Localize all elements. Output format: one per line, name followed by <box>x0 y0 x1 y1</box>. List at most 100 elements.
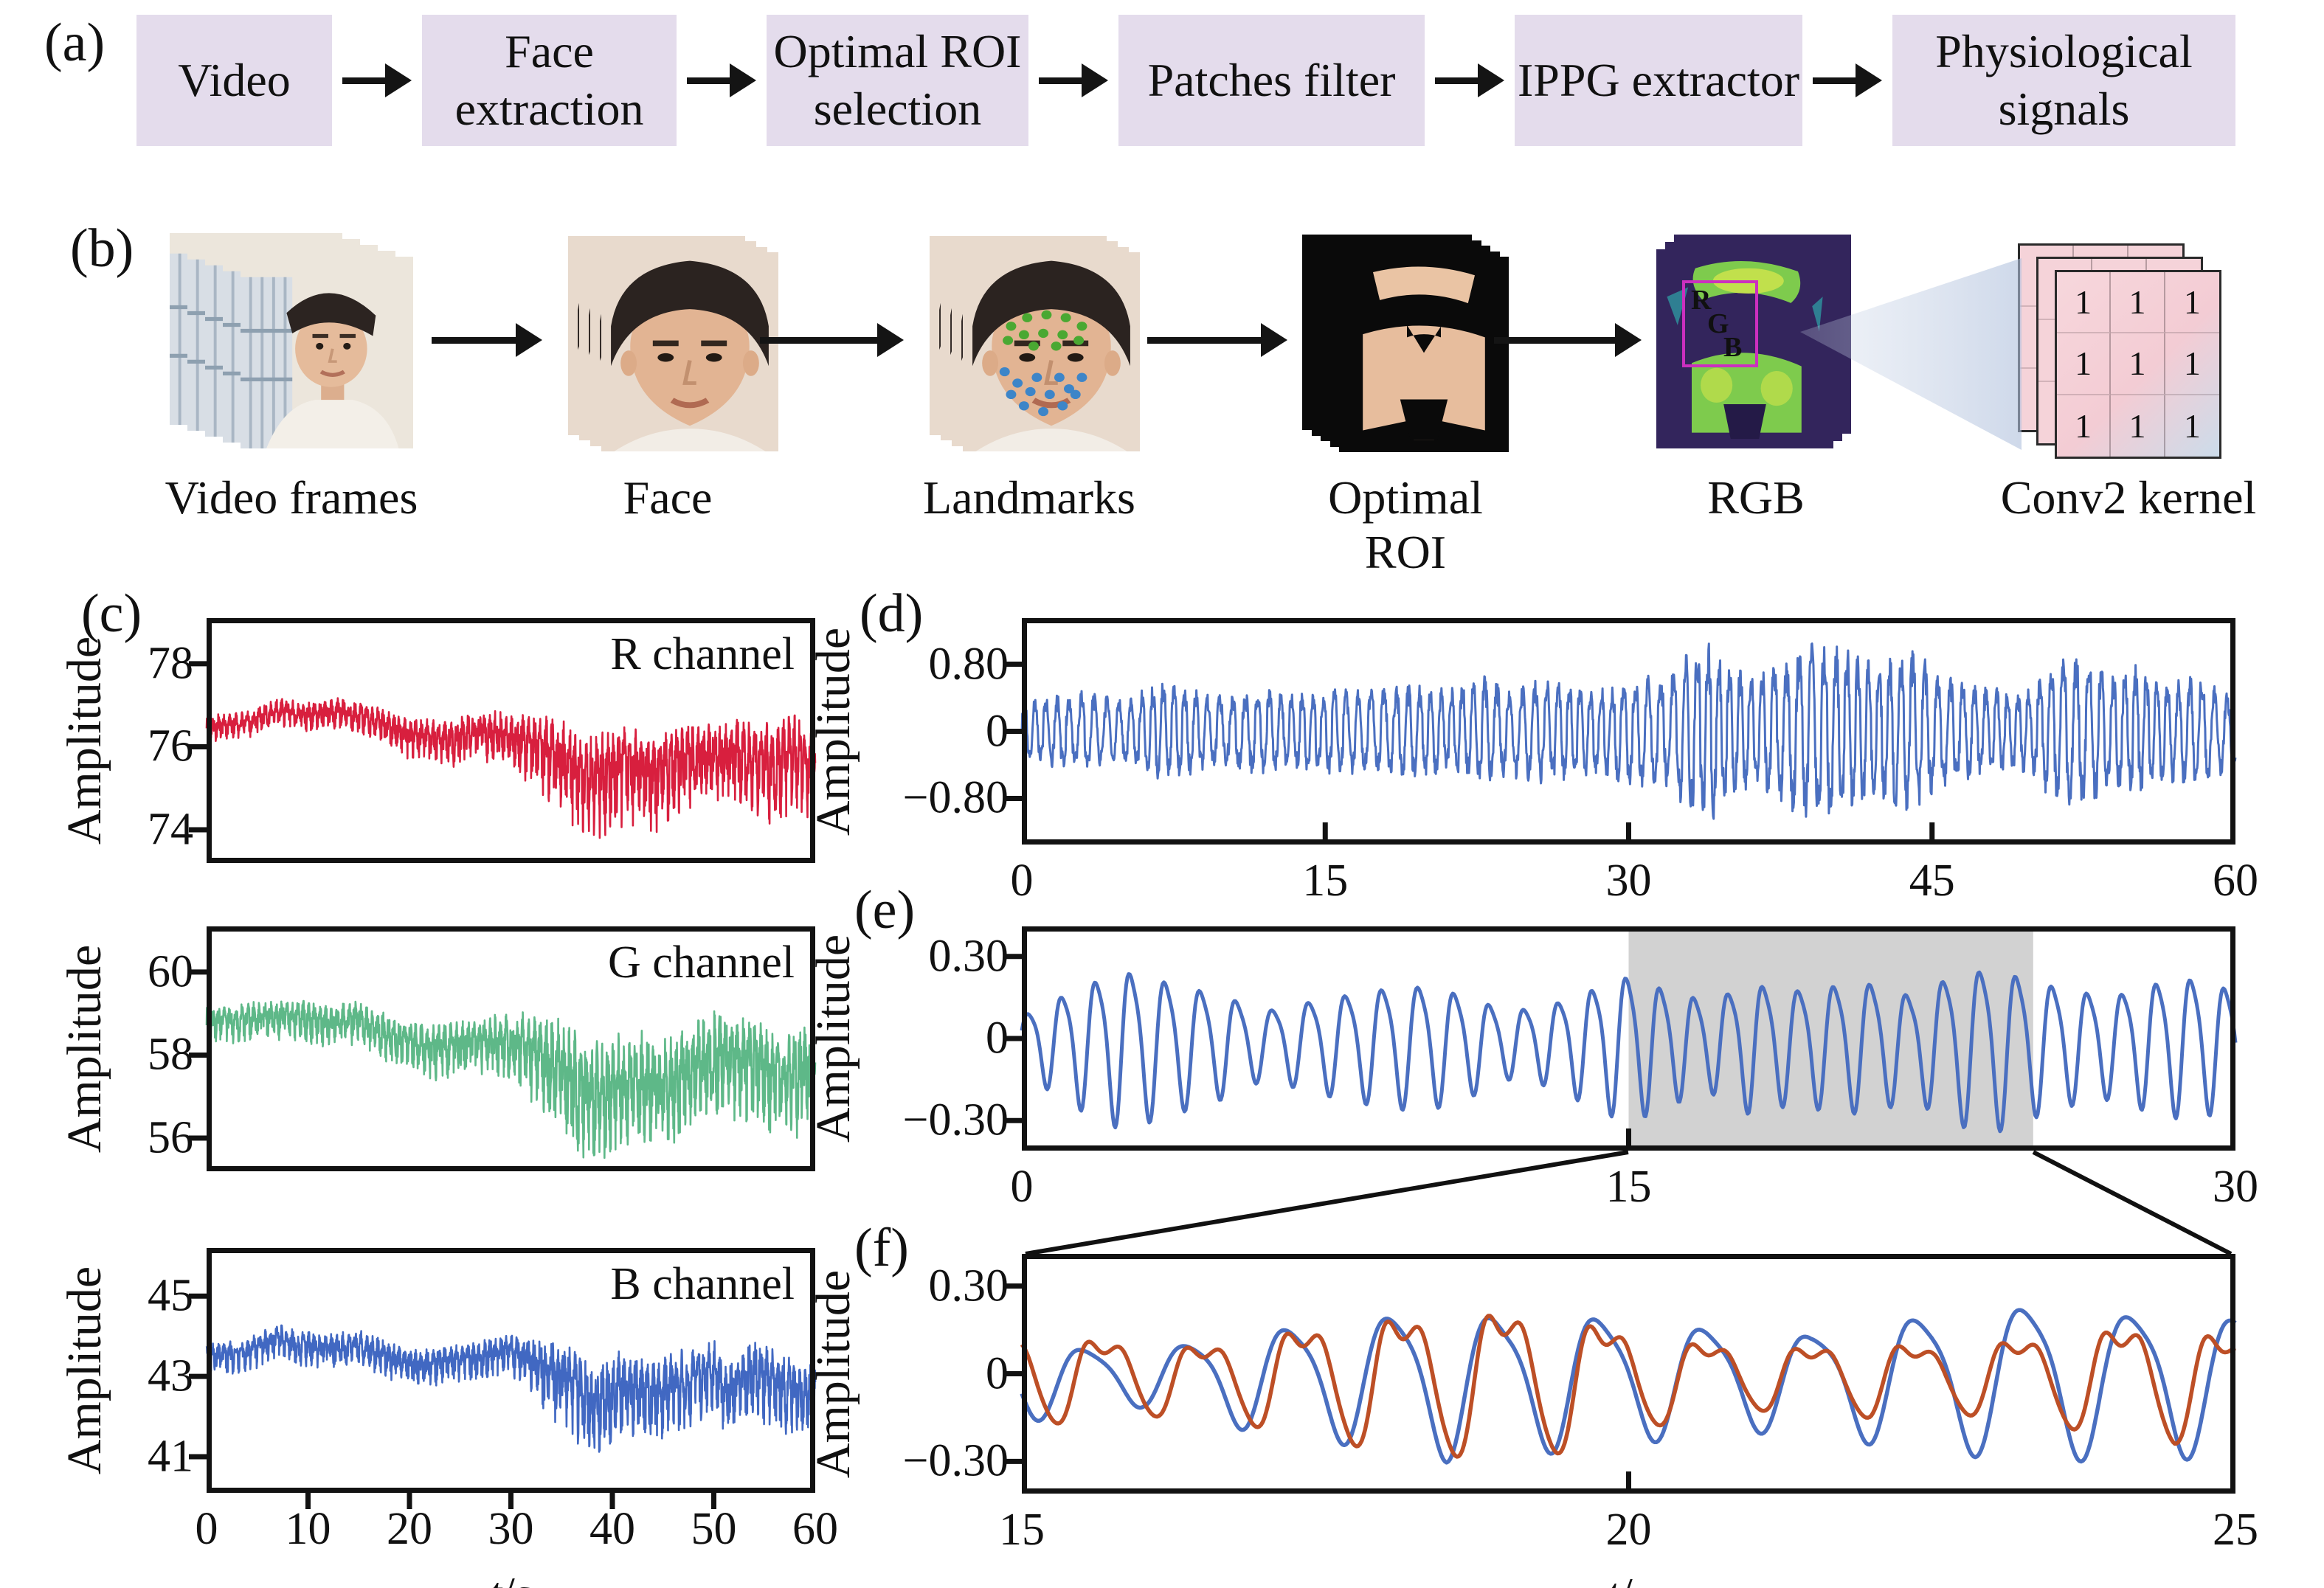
pipeline-arrow-icon <box>760 323 904 357</box>
flow-step-video: Video <box>136 15 332 146</box>
x-tick-label: 0 <box>195 1504 218 1554</box>
y-tick-label: 0 <box>986 706 1009 756</box>
plot-frame <box>207 1248 815 1493</box>
plot-frame <box>1022 618 2235 845</box>
series-filtered-iPPG-signal <box>1020 970 2238 1134</box>
x-tick-label: 40 <box>589 1504 635 1554</box>
x-axis-label: t/s <box>1606 1567 1650 1588</box>
series-R-channel <box>205 697 817 839</box>
y-axis-label: Amplitude <box>58 944 111 1154</box>
x-tick-label: 15 <box>1605 1162 1652 1212</box>
series-signal-red <box>1020 1314 2236 1459</box>
panel-label-f: (f) <box>854 1218 909 1278</box>
panel-label-b: (b) <box>70 218 134 279</box>
flow-step-label: Patches filter <box>1147 53 1396 106</box>
series-G-channel <box>205 999 817 1159</box>
video-frames-stack <box>170 230 413 451</box>
flow-arrow-icon <box>1802 15 1892 146</box>
flow-step-physiological-signals: Physiological signals <box>1892 15 2235 146</box>
y-axis-label: Amplitude <box>806 1269 860 1478</box>
kernel-value: 1 <box>2183 406 2201 445</box>
y-axis-label: Amplitude <box>806 627 860 836</box>
plot-frame <box>1022 1254 2235 1494</box>
pipeline-arrow-icon <box>1147 323 1287 357</box>
y-tick-label: 0.30 <box>928 1261 1009 1311</box>
rgb-letter: B <box>1723 332 1743 363</box>
y-tick-label: −0.80 <box>902 772 1009 823</box>
y-tick-label: 74 <box>148 804 193 855</box>
flow-arrow-icon <box>1425 15 1515 146</box>
pipeline-label-landmarks: Landmarks <box>923 471 1135 524</box>
x-tick-label: 0 <box>1010 856 1034 906</box>
kernel-value: 1 <box>2165 333 2219 395</box>
chart-b-plot-area <box>189 1248 817 1509</box>
flow-step-label: Optimal ROI selection <box>773 24 1022 135</box>
panel-label-d: (d) <box>860 583 924 644</box>
rgb-letter: R <box>1691 285 1712 316</box>
plot-frame <box>207 926 815 1171</box>
channel-annotation: G channel <box>607 937 795 988</box>
y-axis-label: Amplitude <box>806 934 860 1143</box>
y-tick-label: 76 <box>148 721 193 772</box>
y-tick-label: 43 <box>148 1351 193 1401</box>
pipeline-label-optimal-roi: Optimal ROI <box>1328 471 1483 578</box>
y-tick-label: −0.30 <box>902 1095 1009 1145</box>
face-crop-illustration <box>601 252 778 451</box>
flow-step-patches-filter: Patches filter <box>1118 15 1425 146</box>
flow-arrow-icon <box>332 15 422 146</box>
roi-mask-illustration <box>1339 257 1509 452</box>
flow-step-ippg-extractor: IPPG extractor <box>1515 15 1802 146</box>
y-tick-label: 78 <box>148 638 193 689</box>
chart-f-plot-area <box>1004 1254 2237 1494</box>
flow-step-label: Video <box>178 53 291 106</box>
pipeline-label-video-frames: Video frames <box>165 471 418 524</box>
kernel-value: 1 <box>2111 395 2165 457</box>
flow-arrow-icon <box>1028 15 1118 146</box>
conv2-kernel-stack: 111111111111111111111111111 <box>2018 243 2239 459</box>
optimal-roi-stack <box>1302 235 1509 452</box>
kernel-value: 1 <box>2057 333 2112 395</box>
y-tick-label: 45 <box>148 1270 193 1321</box>
pipeline-label-rgb: RGB <box>1707 471 1805 524</box>
flow-step-label: Physiological signals <box>1935 24 2193 135</box>
chart-b-channel: 45 43 410 10 20 30 40 50 60 B channel Amplitude t/s <box>58 1248 838 1588</box>
landmarks-stack <box>919 230 1140 451</box>
x-tick-label: 10 <box>285 1504 331 1554</box>
pipeline-label-face: Face <box>623 471 713 524</box>
flow-step-face-extraction: Face extraction <box>422 15 677 146</box>
y-axis-label: Amplitude <box>58 1266 111 1475</box>
series-signal-blue <box>1020 1308 2237 1465</box>
chart-d-plot-area <box>1004 618 2237 845</box>
flow-step-roi-selection: Optimal ROI selection <box>767 15 1028 146</box>
panel-label-c: (c) <box>81 583 142 644</box>
y-tick-label: −0.30 <box>902 1435 1009 1486</box>
chart-g-channel: 60 58 56 G channel Amplitude <box>58 926 817 1171</box>
y-tick-label: 0 <box>986 1348 1009 1398</box>
chart-r-plot-area <box>189 618 817 863</box>
kernel-value: 1 <box>2111 272 2165 334</box>
panel-label-e: (e) <box>854 880 916 940</box>
plot-frame <box>207 618 815 863</box>
projection-cone-icon <box>1800 258 2022 450</box>
y-tick-label: 56 <box>148 1112 193 1163</box>
pipeline-arrow-icon <box>432 323 542 357</box>
x-tick-label: 60 <box>2213 856 2258 906</box>
pipeline-arrow-icon <box>1494 323 1642 357</box>
pipeline-label-conv2-kernel: Conv2 kernel <box>2000 471 2257 524</box>
y-tick-label: 0.30 <box>928 931 1009 982</box>
flow-step-label: IPPG extractor <box>1517 53 1800 106</box>
video-frame-illustration <box>241 257 413 448</box>
x-tick-label: 25 <box>2213 1505 2258 1555</box>
channel-annotation: B channel <box>610 1259 795 1309</box>
y-tick-label: 58 <box>148 1029 193 1080</box>
x-tick-label: 20 <box>1605 1505 1652 1555</box>
chart-ippg-raw: 0.80 0 −0.80 0 15 30 45 60 Amplitude <box>806 618 2258 906</box>
x-tick-label: 50 <box>691 1504 737 1554</box>
face-stack <box>557 230 778 451</box>
y-tick-label: 41 <box>148 1431 193 1482</box>
x-tick-label: 60 <box>792 1504 838 1554</box>
x-tick-label: 15 <box>1302 856 1349 906</box>
x-tick-label: 20 <box>386 1504 432 1554</box>
